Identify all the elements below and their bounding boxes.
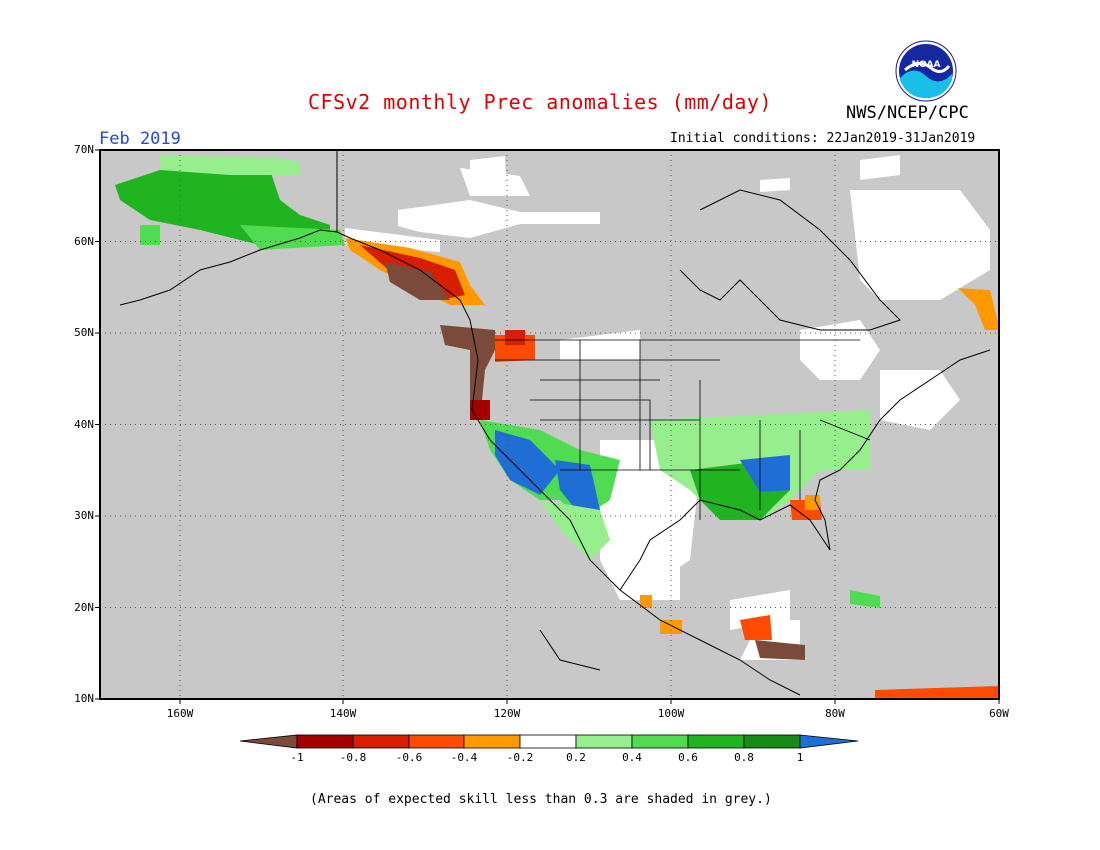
state-borders <box>495 339 871 520</box>
legend-bar <box>239 734 859 749</box>
field-pnw-coast <box>440 325 495 400</box>
legend-label: -0.8 <box>339 751 367 764</box>
forecast-month: Feb 2019 <box>99 129 181 149</box>
coastlines <box>119 150 991 696</box>
legend-label: 0.2 <box>566 751 586 764</box>
legend-label: 1 <box>796 751 804 764</box>
legend-label: 0.4 <box>622 751 642 764</box>
legend-swatch-06 <box>687 734 745 749</box>
field-idaho-core <box>505 330 525 345</box>
legend-swatch-08 <box>743 734 801 749</box>
lat-label: 70N <box>74 143 94 156</box>
lat-label: 30N <box>74 509 94 522</box>
lat-label: 50N <box>74 326 94 339</box>
legend-label: 0.6 <box>678 751 698 764</box>
legend-swatch-02 <box>575 734 633 749</box>
legend-label: -1 <box>290 751 304 764</box>
lon-label: 100W <box>657 707 685 720</box>
lat-label: 60N <box>74 235 94 248</box>
lon-label: 80W <box>825 707 845 720</box>
field-bc-coast-inner <box>385 262 450 300</box>
field-newfoundland <box>958 288 999 330</box>
lat-label: 40N <box>74 418 94 431</box>
field-north-canada <box>398 200 600 238</box>
field-mexico-1 <box>640 595 652 608</box>
axis-ticks <box>95 149 1000 704</box>
noaa-logo: NOAA <box>895 40 957 102</box>
legend-swatch-zero <box>519 734 577 749</box>
field-alaska-north <box>160 155 300 175</box>
legend-label: -0.6 <box>395 751 423 764</box>
legend-swatch-neg06 <box>408 734 465 749</box>
lon-label: 160W <box>166 707 194 720</box>
chart-title: CFSv2 monthly Prec anomalies (mm/day) <box>308 90 773 114</box>
legend-swatch-neg08 <box>352 734 410 749</box>
legend-swatch-04 <box>631 734 689 749</box>
field-quebec <box>850 190 990 300</box>
noaa-logo-text: NOAA <box>912 60 941 70</box>
field-georgia <box>805 495 820 510</box>
field-alaska-sw <box>140 225 160 245</box>
field-alaska-south <box>240 225 345 250</box>
legend-swatch-lt-neg1 <box>239 734 298 749</box>
lat-label: 20N <box>74 601 94 614</box>
agency-label: NWS/NCEP/CPC <box>846 103 969 123</box>
legend-swatch-neg1 <box>296 734 354 749</box>
field-ontario <box>800 320 880 380</box>
field-alaska <box>115 165 330 245</box>
legend-swatch-neg04 <box>463 734 521 749</box>
lon-label: 140W <box>329 707 357 720</box>
legend-label: 0.8 <box>734 751 754 764</box>
initial-conditions: Initial conditions: 22Jan2019-31Jan2019 <box>670 131 976 146</box>
lon-label: 120W <box>493 707 521 720</box>
legend-swatch-gt1 <box>799 734 859 749</box>
legend-label: -0.2 <box>506 751 534 764</box>
lat-label: 10N <box>74 692 94 705</box>
field-arizona <box>555 460 600 515</box>
field-new-england <box>880 370 960 430</box>
field-cuba <box>850 590 880 608</box>
field-arctic-2 <box>860 155 900 180</box>
field-tennessee <box>740 455 790 492</box>
field-yukon <box>470 156 506 175</box>
field-honduras <box>755 640 805 660</box>
field-mexico-2 <box>660 620 682 634</box>
field-guatemala <box>740 615 772 640</box>
field-south-america <box>875 686 999 699</box>
field-arctic <box>760 178 790 192</box>
lon-label: 60W <box>989 707 1009 720</box>
skill-note: (Areas of expected skill less than 0.3 a… <box>310 792 772 807</box>
field-california <box>495 430 560 495</box>
map-fields <box>115 150 999 699</box>
legend-label: -0.4 <box>450 751 478 764</box>
